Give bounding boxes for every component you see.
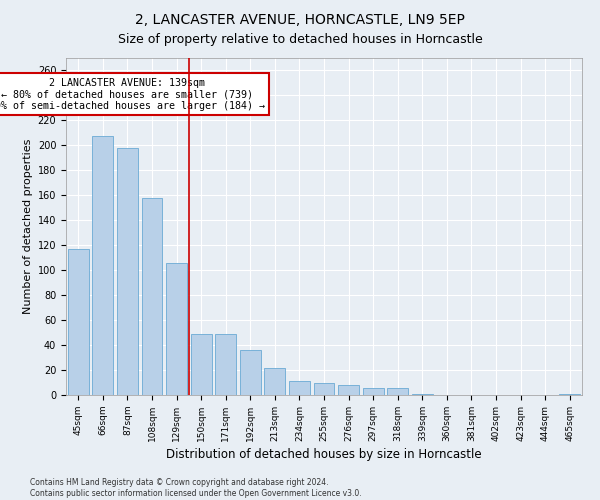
Bar [314,382,334,395]
Y-axis label: Number of detached properties: Number of detached properties [23,138,34,314]
Text: 2, LANCASTER AVENUE, HORNCASTLE, LN9 5EP: 2, LANCASTER AVENUE, HORNCASTLE, LN9 5EP [135,12,465,26]
Bar [387,388,408,395]
Bar [68,248,89,395]
Bar [338,385,359,395]
Text: Size of property relative to detached houses in Horncastle: Size of property relative to detached ho… [118,32,482,46]
Bar [191,334,212,395]
X-axis label: Distribution of detached houses by size in Horncastle: Distribution of detached houses by size … [166,448,482,461]
Bar [559,394,580,395]
Bar [215,334,236,395]
Bar [92,136,113,395]
Text: 2 LANCASTER AVENUE: 139sqm
← 80% of detached houses are smaller (739)
20% of sem: 2 LANCASTER AVENUE: 139sqm ← 80% of deta… [0,78,265,110]
Bar [240,350,261,395]
Bar [117,148,138,395]
Bar [362,388,383,395]
Bar [289,381,310,395]
Text: Contains HM Land Registry data © Crown copyright and database right 2024.
Contai: Contains HM Land Registry data © Crown c… [30,478,362,498]
Bar [142,198,163,395]
Bar [412,394,433,395]
Bar [166,262,187,395]
Bar [265,368,286,395]
